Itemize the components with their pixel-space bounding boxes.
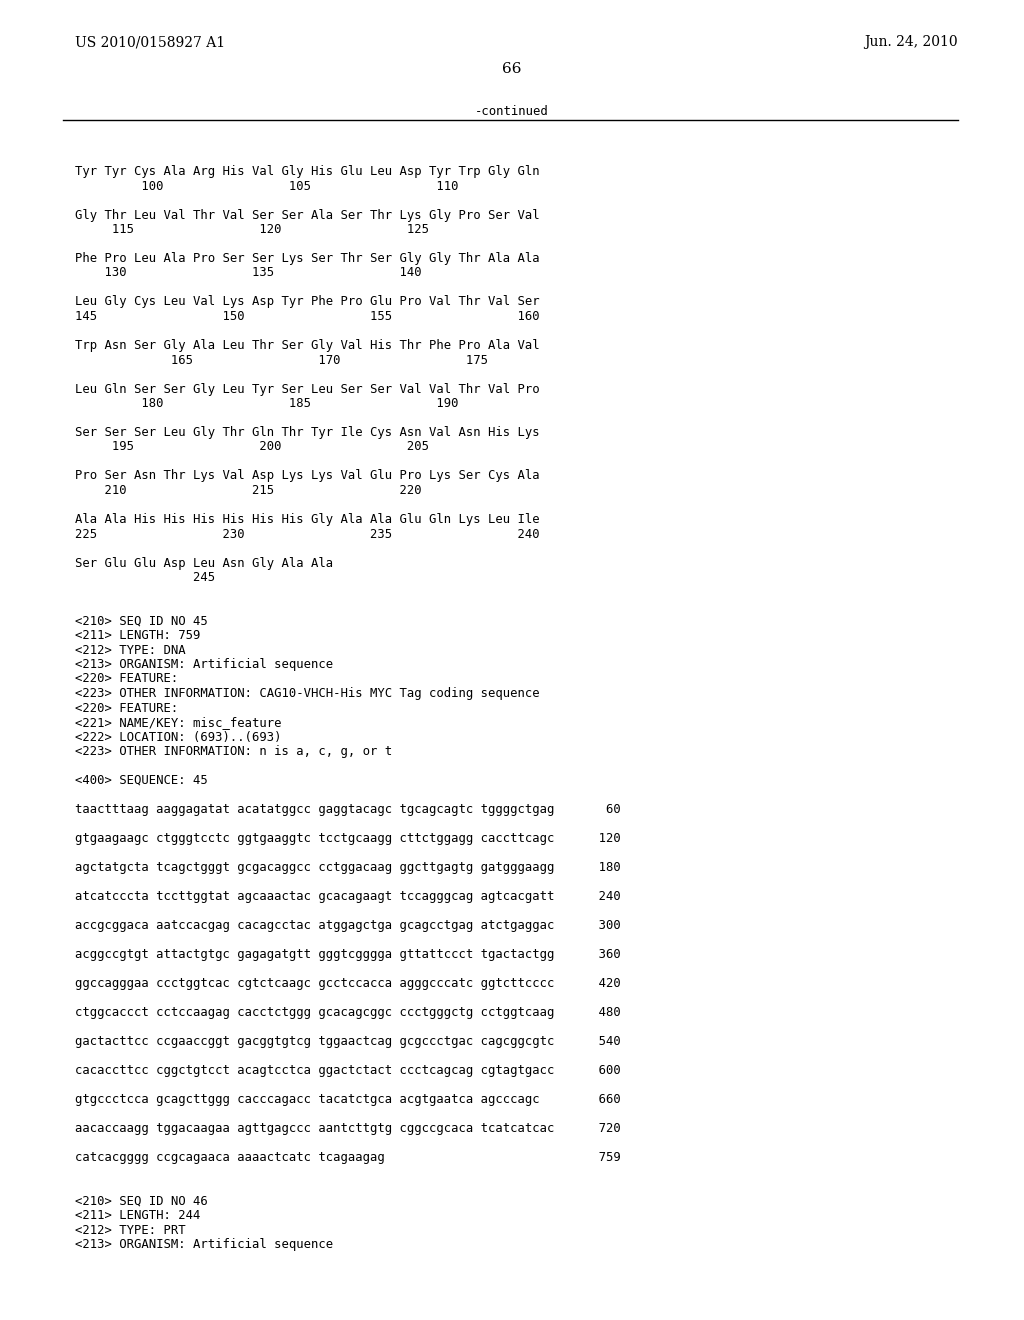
Text: <210> SEQ ID NO 45: <210> SEQ ID NO 45 <box>75 615 208 627</box>
Text: 145                 150                 155                 160: 145 150 155 160 <box>75 310 540 323</box>
Text: cacaccttcc cggctgtcct acagtcctca ggactctact ccctcagcag cgtagtgacc      600: cacaccttcc cggctgtcct acagtcctca ggactct… <box>75 1064 621 1077</box>
Text: 165                 170                 175: 165 170 175 <box>75 354 488 367</box>
Text: catcacgggg ccgcagaaca aaaactcatc tcagaagag                             759: catcacgggg ccgcagaaca aaaactcatc tcagaag… <box>75 1151 621 1164</box>
Text: 100                 105                 110: 100 105 110 <box>75 180 459 193</box>
Text: <213> ORGANISM: Artificial sequence: <213> ORGANISM: Artificial sequence <box>75 1238 333 1251</box>
Text: <223> OTHER INFORMATION: CAG10-VHCH-His MYC Tag coding sequence: <223> OTHER INFORMATION: CAG10-VHCH-His … <box>75 686 540 700</box>
Text: <213> ORGANISM: Artificial sequence: <213> ORGANISM: Artificial sequence <box>75 657 333 671</box>
Text: <220> FEATURE:: <220> FEATURE: <box>75 672 178 685</box>
Text: accgcggaca aatccacgag cacagcctac atggagctga gcagcctgag atctgaggac      300: accgcggaca aatccacgag cacagcctac atggagc… <box>75 919 621 932</box>
Text: 225                 230                 235                 240: 225 230 235 240 <box>75 528 540 540</box>
Text: <211> LENGTH: 759: <211> LENGTH: 759 <box>75 630 201 642</box>
Text: 180                 185                 190: 180 185 190 <box>75 397 459 411</box>
Text: 115                 120                 125: 115 120 125 <box>75 223 429 236</box>
Text: <220> FEATURE:: <220> FEATURE: <box>75 701 178 714</box>
Text: aacaccaagg tggacaagaa agttgagccc aantcttgtg cggccgcaca tcatcatcac      720: aacaccaagg tggacaagaa agttgagccc aantctt… <box>75 1122 621 1135</box>
Text: Pro Ser Asn Thr Lys Val Asp Lys Lys Val Glu Pro Lys Ser Cys Ala: Pro Ser Asn Thr Lys Val Asp Lys Lys Val … <box>75 470 540 483</box>
Text: US 2010/0158927 A1: US 2010/0158927 A1 <box>75 36 225 49</box>
Text: <211> LENGTH: 244: <211> LENGTH: 244 <box>75 1209 201 1222</box>
Text: 195                 200                 205: 195 200 205 <box>75 441 429 454</box>
Text: Tyr Tyr Cys Ala Arg His Val Gly His Glu Leu Asp Tyr Trp Gly Gln: Tyr Tyr Cys Ala Arg His Val Gly His Glu … <box>75 165 540 178</box>
Text: gactacttcc ccgaaccggt gacggtgtcg tggaactcag gcgccctgac cagcggcgtc      540: gactacttcc ccgaaccggt gacggtgtcg tggaact… <box>75 1035 621 1048</box>
Text: Jun. 24, 2010: Jun. 24, 2010 <box>864 36 958 49</box>
Text: <223> OTHER INFORMATION: n is a, c, g, or t: <223> OTHER INFORMATION: n is a, c, g, o… <box>75 744 392 758</box>
Text: taactttaag aaggagatat acatatggcc gaggtacagc tgcagcagtc tggggctgag       60: taactttaag aaggagatat acatatggcc gaggtac… <box>75 803 621 816</box>
Text: atcatcccta tccttggtat agcaaactac gcacagaagt tccagggcag agtcacgatt      240: atcatcccta tccttggtat agcaaactac gcacaga… <box>75 890 621 903</box>
Text: Trp Asn Ser Gly Ala Leu Thr Ser Gly Val His Thr Phe Pro Ala Val: Trp Asn Ser Gly Ala Leu Thr Ser Gly Val … <box>75 339 540 352</box>
Text: <222> LOCATION: (693)..(693): <222> LOCATION: (693)..(693) <box>75 730 282 743</box>
Text: Ser Ser Ser Leu Gly Thr Gln Thr Tyr Ile Cys Asn Val Asn His Lys: Ser Ser Ser Leu Gly Thr Gln Thr Tyr Ile … <box>75 426 540 440</box>
Text: <400> SEQUENCE: 45: <400> SEQUENCE: 45 <box>75 774 208 787</box>
Text: 130                 135                 140: 130 135 140 <box>75 267 422 280</box>
Text: <212> TYPE: PRT: <212> TYPE: PRT <box>75 1224 185 1237</box>
Text: Ser Glu Glu Asp Leu Asn Gly Ala Ala: Ser Glu Glu Asp Leu Asn Gly Ala Ala <box>75 557 333 569</box>
Text: Leu Gly Cys Leu Val Lys Asp Tyr Phe Pro Glu Pro Val Thr Val Ser: Leu Gly Cys Leu Val Lys Asp Tyr Phe Pro … <box>75 296 540 309</box>
Text: <221> NAME/KEY: misc_feature: <221> NAME/KEY: misc_feature <box>75 715 282 729</box>
Text: Leu Gln Ser Ser Gly Leu Tyr Ser Leu Ser Ser Val Val Thr Val Pro: Leu Gln Ser Ser Gly Leu Tyr Ser Leu Ser … <box>75 383 540 396</box>
Text: -continued: -continued <box>475 106 549 117</box>
Text: Phe Pro Leu Ala Pro Ser Ser Lys Ser Thr Ser Gly Gly Thr Ala Ala: Phe Pro Leu Ala Pro Ser Ser Lys Ser Thr … <box>75 252 540 265</box>
Text: ctggcaccct cctccaagag cacctctggg gcacagcggc ccctgggctg cctggtcaag      480: ctggcaccct cctccaagag cacctctggg gcacagc… <box>75 1006 621 1019</box>
Text: agctatgcta tcagctgggt gcgacaggcc cctggacaag ggcttgagtg gatgggaagg      180: agctatgcta tcagctgggt gcgacaggcc cctggac… <box>75 861 621 874</box>
Text: gtgccctcca gcagcttggg cacccagacc tacatctgca acgtgaatca agcccagc        660: gtgccctcca gcagcttggg cacccagacc tacatct… <box>75 1093 621 1106</box>
Text: ggccagggaa ccctggtcac cgtctcaagc gcctccacca agggcccatc ggtcttcccc      420: ggccagggaa ccctggtcac cgtctcaagc gcctcca… <box>75 977 621 990</box>
Text: 66: 66 <box>502 62 522 77</box>
Text: 210                 215                 220: 210 215 220 <box>75 484 422 498</box>
Text: <210> SEQ ID NO 46: <210> SEQ ID NO 46 <box>75 1195 208 1208</box>
Text: Ala Ala His His His His His His Gly Ala Ala Glu Gln Lys Leu Ile: Ala Ala His His His His His His Gly Ala … <box>75 513 540 525</box>
Text: acggccgtgt attactgtgc gagagatgtt gggtcgggga gttattccct tgactactgg      360: acggccgtgt attactgtgc gagagatgtt gggtcgg… <box>75 948 621 961</box>
Text: 245: 245 <box>75 572 215 583</box>
Text: <212> TYPE: DNA: <212> TYPE: DNA <box>75 644 185 656</box>
Text: gtgaagaagc ctgggtcctc ggtgaaggtc tcctgcaagg cttctggagg caccttcagc      120: gtgaagaagc ctgggtcctc ggtgaaggtc tcctgca… <box>75 832 621 845</box>
Text: Gly Thr Leu Val Thr Val Ser Ser Ala Ser Thr Lys Gly Pro Ser Val: Gly Thr Leu Val Thr Val Ser Ser Ala Ser … <box>75 209 540 222</box>
